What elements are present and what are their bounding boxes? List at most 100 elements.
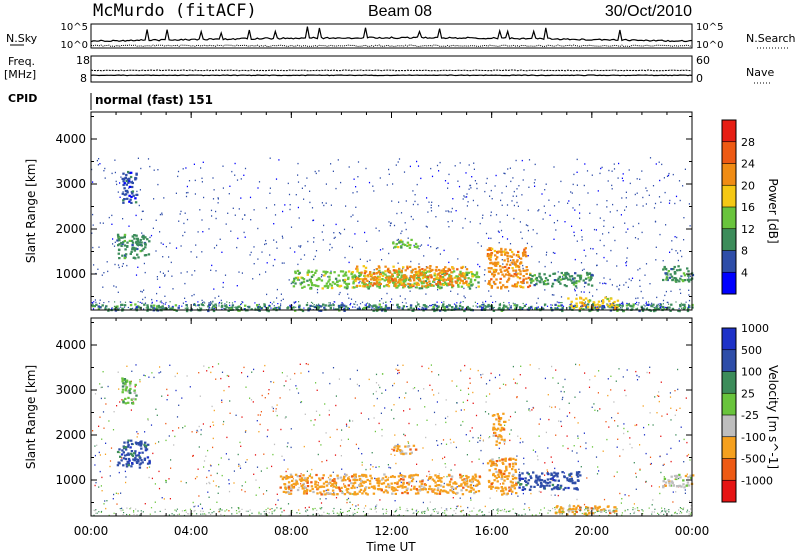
power-band-pixel [646,307,648,309]
power-band-pixel [312,305,314,307]
power-cell [377,270,380,274]
power-noise-pixel [147,158,150,160]
power-cell [665,276,669,279]
power-noise-pixel [401,230,403,232]
power-noise-pixel [294,251,296,253]
power-noise-pixel [303,254,306,256]
power-band-pixel [643,304,645,306]
power-noise-pixel [281,262,283,264]
power-band-pixel [521,307,523,309]
power-cell [502,284,505,287]
velocity-noise-pixel [208,496,210,498]
velocity-cell [543,487,546,490]
power-cell [464,276,467,279]
velocity-noise-pixel [658,400,660,403]
power-cell [652,303,655,306]
velocity-feature [116,439,151,469]
power-noise-pixel [519,257,521,259]
velocity-noise-pixel [298,509,300,511]
velocity-cell [122,399,125,402]
power-cell [118,257,121,260]
power-cell [528,306,531,310]
velocity-noise-pixel [489,436,491,438]
velocity-cell [358,478,362,481]
velocity-noise-pixel [687,453,690,456]
power-noise-pixel [131,301,133,304]
power-noise-pixel [527,255,529,257]
power-cell [387,280,390,283]
velocity-cell [396,482,399,485]
velocity-noise-pixel [499,483,501,485]
velocity-cell [606,505,610,508]
power-cell [516,281,520,284]
power-noise-pixel [642,196,644,199]
power-cell [416,271,420,274]
velocity-noise-pixel [340,439,343,441]
velocity-cell [472,488,475,491]
velocity-noise-pixel [159,366,161,368]
power-cell [296,269,300,272]
velocity-noise-pixel [513,378,515,380]
power-cell [511,267,514,270]
power-cell [343,286,347,289]
power-noise-pixel [606,260,608,262]
power-noise-pixel [484,269,486,271]
power-noise-pixel [249,254,251,256]
power-cell [443,274,446,277]
power-cell [513,261,516,264]
velocity-noise-pixel [670,419,672,421]
velocity-noise-pixel [436,401,438,403]
power-cell [379,282,382,286]
velocity-cell [524,479,527,483]
velocity-cell [400,450,404,453]
velocity-noise-pixel [617,412,619,414]
velocity-cell [510,484,514,487]
power-noise-pixel [309,201,311,204]
power-band-pixel [398,307,400,309]
velocity-noise-pixel [567,447,569,450]
power-cell [339,270,343,273]
power-noise-pixel [243,231,245,234]
velocity-band-pixel [189,508,192,510]
power-cell [432,305,435,309]
power-cell [147,253,151,256]
power-noise-pixel [404,222,406,224]
power-cell [366,274,370,277]
power-cell [435,276,438,279]
power-noise-pixel [480,245,482,247]
power-cell [128,180,131,183]
power-cell [327,280,330,283]
velocity-noise-pixel [526,400,528,402]
velocity-noise-pixel [519,441,521,444]
velocity-noise-pixel [245,430,247,432]
power-cell [402,281,405,284]
power-cell [546,282,550,285]
velocity-noise-pixel [221,401,223,403]
power-cell [142,237,145,240]
power-band-pixel [480,304,483,306]
velocity-cell [452,491,455,494]
velocity-noise-pixel [121,457,123,459]
power-cell [129,252,132,255]
power-noise-pixel [512,195,514,197]
velocity-cell [664,484,667,487]
power-cell [437,272,441,275]
velocity-band-pixel [291,509,293,512]
power-noise-pixel [137,157,139,159]
velocity-cell [384,489,387,492]
velocity-cell [520,477,523,480]
power-noise-pixel [243,174,245,176]
power-cell [317,277,321,280]
power-cell [351,271,354,274]
power-noise-pixel [185,167,187,169]
power-cell [407,285,410,288]
velocity-cell [382,482,386,485]
power-cell [469,278,473,281]
power-noise-pixel [222,281,224,284]
velocity-cell [544,481,548,484]
velocity-cell [398,485,401,488]
velocity-noise-pixel [247,375,249,378]
power-noise-pixel [136,190,138,193]
power-band-pixel [191,308,193,310]
velocity-cell [539,482,543,485]
